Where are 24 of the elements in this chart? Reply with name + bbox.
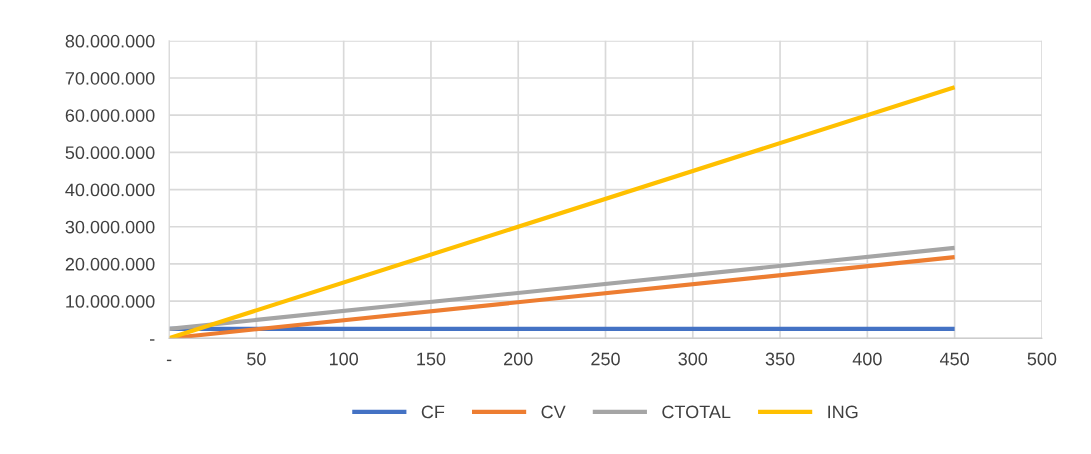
y-tick-label: 30.000.000 [65,220,155,234]
x-tick-label: 150 [417,352,446,366]
x-tick-label: 300 [678,352,708,366]
y-tick-label: 40.000.000 [65,183,155,197]
y-tick-label: 70.000.000 [65,71,155,85]
y-tick-label: - [150,339,155,341]
legend-label: CF [421,405,445,419]
y-tick-label: 10.000.000 [66,294,155,308]
x-tick-label: 100 [329,352,359,366]
y-tick-label: 60.000.000 [65,109,155,122]
x-tick-label: 500 [1027,352,1057,366]
x-tick-label: 450 [939,352,969,366]
x-tick-label: - [166,359,172,362]
y-tick-label: 20.000.000 [65,257,155,271]
x-tick-label: 250 [591,352,620,366]
x-tick-label: 50 [247,352,266,366]
legend-label: ING [828,405,858,419]
x-tick-label: 400 [852,352,882,366]
legend-label: CV [541,405,566,419]
x-tick-label: 350 [765,352,795,366]
legend-label: CTOTAL [662,405,731,419]
y-tick-label: 50.000.000 [65,146,155,160]
x-tick-label: 200 [504,352,533,366]
y-tick-label: 80.000.000 [65,34,155,48]
